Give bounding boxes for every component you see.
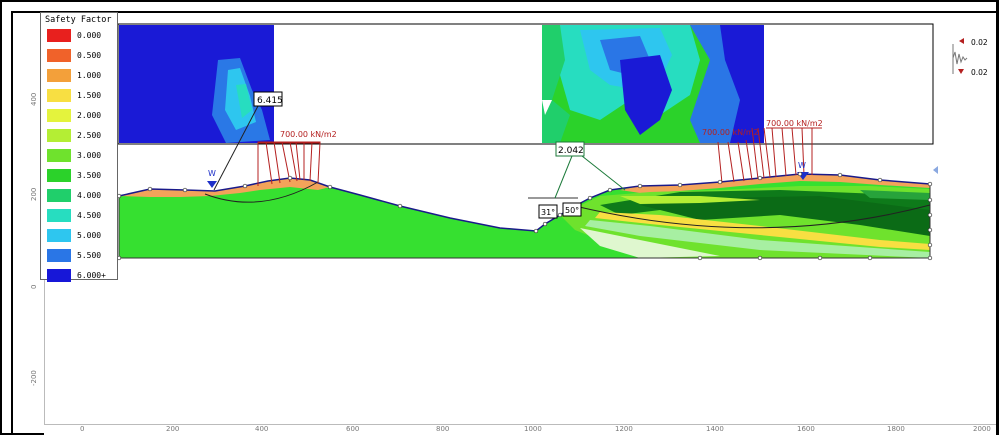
water-marker-left <box>207 181 217 188</box>
angle-a-box <box>538 204 558 219</box>
legend-swatch <box>47 29 71 42</box>
fs-right-leader-b <box>581 155 626 191</box>
legend-swatch <box>47 49 71 62</box>
legend-swatch <box>47 269 71 282</box>
x-tick-0: 0 <box>80 425 85 433</box>
x-tick-2000: 2000 <box>973 425 991 433</box>
legend-label: 3.000 <box>77 151 102 160</box>
slope-body <box>119 174 930 258</box>
seismic-icon <box>952 38 968 74</box>
frame-left-edge <box>11 11 13 435</box>
safety-factor-legend: Safety Factor 0.000 0.500 1.000 1.500 2.000 2… <box>40 12 118 282</box>
legend-label: 3.500 <box>77 171 102 180</box>
angle-b-box <box>562 202 582 217</box>
legend-swatch <box>47 229 71 242</box>
load-left-label: 700.00 kN/m2 <box>280 130 337 139</box>
legend-label: 6.000+ <box>77 271 106 280</box>
x-tick-1800: 1800 <box>887 425 905 433</box>
legend-swatch <box>47 129 71 142</box>
distributed-load-right <box>717 127 822 184</box>
angle-b-label: 50° <box>565 206 579 215</box>
vertex-points <box>116 171 933 261</box>
contour-right <box>542 25 764 143</box>
boundary-arrow-icon <box>933 166 938 174</box>
seismic-top-value: 0.02 <box>971 38 988 47</box>
fs-right-box <box>555 141 585 157</box>
contour-left <box>119 25 274 143</box>
angle-a-label: 31° <box>541 208 555 217</box>
seismic-load-indicator: 0.02 0.02 <box>945 34 995 80</box>
x-tick-1400: 1400 <box>706 425 724 433</box>
legend-swatch <box>47 69 71 82</box>
x-tick-1200: 1200 <box>615 425 633 433</box>
fs-left-leader <box>213 105 259 191</box>
x-tick-600: 600 <box>346 425 360 433</box>
legend-swatch <box>47 209 71 222</box>
legend-label: 5.000 <box>77 231 102 240</box>
legend-label: 4.000 <box>77 191 102 200</box>
legend-swatch <box>47 169 71 182</box>
legend-label: 1.000 <box>77 71 102 80</box>
distributed-load-left <box>257 141 321 186</box>
slip-surface-right <box>574 204 931 229</box>
frame-top-edge <box>11 11 996 13</box>
fs-right-leader-a <box>554 155 573 199</box>
x-tick-800: 800 <box>436 425 450 433</box>
fs-right-label: 2.042 <box>558 146 584 156</box>
legend-label: 5.500 <box>77 251 102 260</box>
legend-swatch <box>47 89 71 102</box>
water-label-right: W <box>798 161 806 170</box>
x-tick-1600: 1600 <box>797 425 815 433</box>
legend-label: 4.500 <box>77 211 102 220</box>
legend-swatch <box>47 109 71 122</box>
legend-label: 0.500 <box>77 51 102 60</box>
load-right-label-b: 700.00 kN/m2 <box>766 119 823 128</box>
x-tick-400: 400 <box>255 425 269 433</box>
load-right-label-a: 700.00 kN/m2 <box>702 128 759 137</box>
legend-label: 2.500 <box>77 131 102 140</box>
legend-swatch <box>47 189 71 202</box>
horizontal-ruler: 0 200 400 600 800 1000 1200 1400 1600 18… <box>44 424 996 436</box>
fs-left-label: 6.415 <box>257 96 283 106</box>
legend-title: Safety Factor <box>45 15 112 25</box>
legend-label: 1.500 <box>77 91 102 100</box>
water-label-left: W <box>208 169 216 178</box>
x-tick-200: 200 <box>166 425 180 433</box>
x-tick-1000: 1000 <box>524 425 542 433</box>
legend-swatch <box>47 249 71 262</box>
legend-swatch <box>47 149 71 162</box>
legend-label: 2.000 <box>77 111 102 120</box>
seismic-bottom-value: 0.02 <box>971 68 988 77</box>
slip-surface-left <box>204 181 319 203</box>
fs-left-box <box>253 91 283 107</box>
legend-label: 0.000 <box>77 31 102 40</box>
